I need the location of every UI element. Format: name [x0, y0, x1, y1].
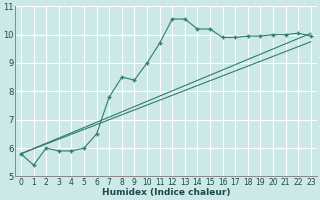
X-axis label: Humidex (Indice chaleur): Humidex (Indice chaleur) [102, 188, 230, 197]
